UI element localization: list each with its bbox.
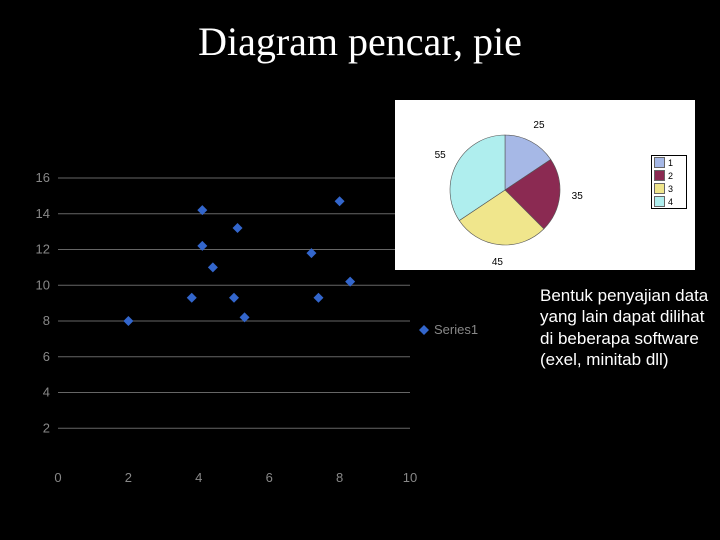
svg-text:0: 0 bbox=[54, 470, 61, 485]
pie-value-label: 55 bbox=[435, 150, 446, 161]
legend-label: 1 bbox=[668, 158, 673, 168]
svg-text:12: 12 bbox=[36, 242, 50, 257]
pie-value-label: 25 bbox=[533, 120, 544, 131]
svg-text:16: 16 bbox=[36, 172, 50, 185]
legend-swatch bbox=[654, 183, 665, 194]
pie-legend: 1 2 3 4 bbox=[651, 155, 687, 209]
pie-legend-item: 1 bbox=[652, 156, 686, 169]
svg-text:14: 14 bbox=[36, 206, 50, 221]
svg-text:2: 2 bbox=[125, 470, 132, 485]
pie-value-label: 45 bbox=[492, 257, 503, 268]
legend-label: 3 bbox=[668, 184, 673, 194]
svg-text:4: 4 bbox=[43, 385, 50, 400]
body-text: Bentuk penyajian data yang lain dapat di… bbox=[540, 285, 710, 370]
svg-text:6: 6 bbox=[43, 349, 50, 364]
svg-text:4: 4 bbox=[195, 470, 202, 485]
svg-text:8: 8 bbox=[43, 313, 50, 328]
slide-title: Diagram pencar, pie bbox=[0, 0, 720, 65]
legend-swatch bbox=[654, 196, 665, 207]
svg-text:6: 6 bbox=[266, 470, 273, 485]
pie-chart: 1 2 3 4 25 35 45 55 bbox=[395, 100, 695, 270]
svg-text:2: 2 bbox=[43, 420, 50, 435]
svg-text:Series1: Series1 bbox=[434, 322, 478, 337]
legend-swatch bbox=[654, 170, 665, 181]
legend-label: 2 bbox=[668, 171, 673, 181]
svg-text:8: 8 bbox=[336, 470, 343, 485]
pie-legend-item: 2 bbox=[652, 169, 686, 182]
svg-text:10: 10 bbox=[36, 277, 50, 292]
pie-legend-item: 4 bbox=[652, 195, 686, 208]
legend-swatch bbox=[654, 157, 665, 168]
pie-legend-item: 3 bbox=[652, 182, 686, 195]
svg-text:10: 10 bbox=[403, 470, 417, 485]
pie-plot bbox=[395, 100, 595, 270]
legend-label: 4 bbox=[668, 197, 673, 207]
pie-value-label: 35 bbox=[572, 191, 583, 202]
